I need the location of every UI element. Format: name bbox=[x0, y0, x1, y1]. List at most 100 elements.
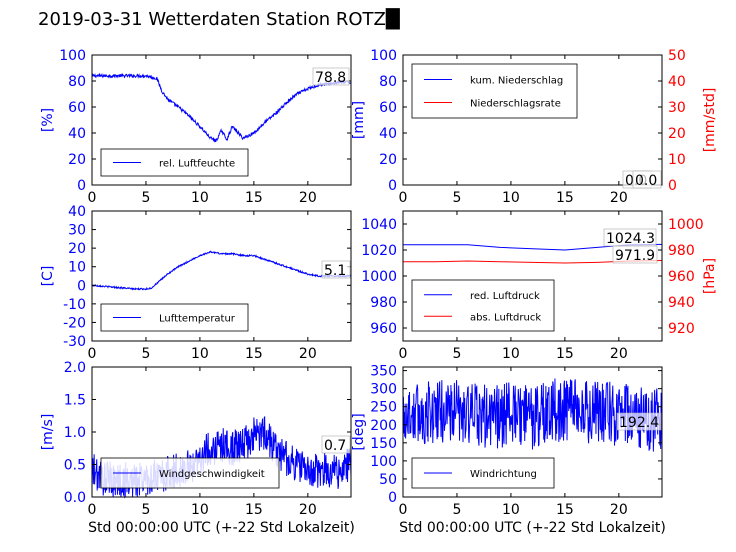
y-tick-label: 0.5 bbox=[64, 458, 86, 474]
legend-label: rel. Luftfeuchte bbox=[159, 159, 235, 170]
annotation-value-secondary: 971.9 bbox=[615, 248, 655, 264]
y-tick-label: 200 bbox=[370, 418, 397, 434]
x-tick-label: 5 bbox=[141, 502, 150, 518]
y-tick-label: 0 bbox=[388, 178, 397, 194]
y-tick-label-right: 10 bbox=[668, 152, 686, 168]
x-tick-label: 15 bbox=[245, 502, 263, 518]
y-tick-label: 0 bbox=[77, 278, 86, 294]
x-tick-label: 0 bbox=[88, 502, 97, 518]
y-tick-label-right: 30 bbox=[668, 100, 686, 116]
y-tick-label: 1000 bbox=[361, 269, 397, 285]
annotation-value: 0.7 bbox=[324, 438, 346, 454]
y-tick-label: 2.0 bbox=[64, 360, 86, 376]
figure-title: 2019-03-31 Wetterdaten Station ROTZ█ bbox=[38, 9, 400, 30]
y-tick-label: 50 bbox=[379, 472, 397, 488]
x-tick-label: 10 bbox=[502, 346, 520, 362]
x-tick-label: 5 bbox=[452, 502, 461, 518]
plot-frame bbox=[402, 366, 663, 498]
y-tick-label: 250 bbox=[370, 400, 397, 416]
legend-label: Lufttemperatur bbox=[159, 314, 236, 325]
y-axis-label: [m/s] bbox=[40, 414, 56, 451]
legend-label: Niederschlagsrate bbox=[470, 99, 561, 110]
x-tick-label: 10 bbox=[502, 502, 520, 518]
y-tick-label: 30 bbox=[68, 223, 86, 239]
y-tick-label: 150 bbox=[370, 436, 397, 452]
y-axis-label: [mm] bbox=[351, 101, 367, 139]
y-tick-label-right: 940 bbox=[668, 295, 695, 311]
x-tick-label: 20 bbox=[610, 190, 628, 206]
y-tick-label: 0.0 bbox=[64, 490, 86, 506]
legend-label: red. Luftdruck bbox=[470, 291, 540, 302]
x-tick-label: 20 bbox=[299, 346, 317, 362]
x-tick-label: 0 bbox=[88, 346, 97, 362]
y-tick-label-right: 40 bbox=[668, 74, 686, 90]
y-tick-label: 100 bbox=[59, 48, 86, 64]
annotation-value-box bbox=[321, 260, 351, 279]
precipitation-chart: 0 5 10 15 20 0 20 40 60 80 100 0 10 20 30 40 50 [mm] [mm/s… bbox=[351, 48, 718, 206]
y-tick-label: 350 bbox=[370, 364, 397, 380]
y-tick-label: 80 bbox=[379, 74, 397, 90]
annotation-value: 192.4 bbox=[619, 415, 659, 431]
y-axis-label: [%] bbox=[40, 108, 56, 132]
annotation-value-box bbox=[312, 67, 350, 86]
x-tick-label: 10 bbox=[502, 190, 520, 206]
y-tick-label: 1040 bbox=[361, 217, 397, 233]
y-tick-label: 20 bbox=[68, 241, 86, 257]
plot-frame bbox=[402, 54, 663, 186]
y-axis-label-right: [hPa] bbox=[702, 258, 718, 294]
series-line bbox=[402, 378, 663, 452]
x-tick-label: 5 bbox=[452, 190, 461, 206]
x-tick-label: 15 bbox=[245, 190, 263, 206]
y-tick-label: 300 bbox=[370, 382, 397, 398]
annotation-value-secondary-box bbox=[612, 245, 658, 264]
x-tick-label: 20 bbox=[610, 346, 628, 362]
y-tick-label: 100 bbox=[370, 48, 397, 64]
x-tick-label: 0 bbox=[399, 190, 408, 206]
x-tick-label: 10 bbox=[191, 346, 209, 362]
x-tick-label: 0 bbox=[399, 346, 408, 362]
y-tick-label: 20 bbox=[68, 152, 86, 168]
x-tick-label: 0 bbox=[399, 502, 408, 518]
y-tick-label: 60 bbox=[379, 100, 397, 116]
x-tick-label: 15 bbox=[556, 346, 574, 362]
x-tick-label: 15 bbox=[556, 190, 574, 206]
y-tick-label-right: 0 bbox=[668, 178, 677, 194]
x-tick-label: 15 bbox=[245, 346, 263, 362]
y-tick-label: 20 bbox=[379, 152, 397, 168]
x-tick-label: 20 bbox=[299, 190, 317, 206]
y-tick-label: 60 bbox=[68, 100, 86, 116]
y-tick-label: 1.0 bbox=[64, 425, 86, 441]
y-tick-label: 40 bbox=[379, 126, 397, 142]
annotation-value-box bbox=[616, 412, 662, 431]
annotation-value: 1024.3 bbox=[606, 231, 655, 247]
y-axis-label: [C] bbox=[40, 266, 56, 287]
y-tick-label: 100 bbox=[370, 454, 397, 470]
legend-box bbox=[411, 279, 555, 332]
annotation-value-secondary-box bbox=[632, 170, 662, 189]
y-tick-label-right: 960 bbox=[668, 269, 695, 285]
y-tick-label-right: 1000 bbox=[668, 217, 704, 233]
x-tick-label: 5 bbox=[141, 346, 150, 362]
x-tick-label: 15 bbox=[556, 502, 574, 518]
y-tick-label-right: 50 bbox=[668, 48, 686, 64]
temperature-chart: 0 5 10 15 20 -30 -20 -10 0 10 20 30 40 [C] Lufttempera… bbox=[40, 204, 352, 362]
y-tick-label-right: 980 bbox=[668, 243, 695, 259]
x-tick-label: 20 bbox=[610, 502, 628, 518]
pressure-chart: 0 5 10 15 20 960 980 1000 1020 1040 920 940 960 980 10… bbox=[361, 210, 718, 362]
wind-speed-chart: 0 5 10 15 20 0.0 0.5 1.0 1.5 2.0 [m/s] Std 00:00:00… bbox=[40, 360, 355, 536]
y-axis-label: [deg] bbox=[351, 413, 367, 450]
y-tick-label: 1.5 bbox=[64, 393, 86, 409]
x-tick-label: 10 bbox=[191, 502, 209, 518]
annotation-value-secondary: 0.0 bbox=[635, 173, 657, 189]
y-tick-label: 40 bbox=[68, 126, 86, 142]
legend-label: Windrichtung bbox=[470, 469, 537, 480]
x-tick-label: 5 bbox=[141, 190, 150, 206]
y-tick-label: -30 bbox=[63, 334, 86, 350]
y-tick-label: 980 bbox=[370, 295, 397, 311]
plot-frame bbox=[91, 210, 352, 342]
legend-box bbox=[411, 63, 578, 119]
x-tick-label: 5 bbox=[452, 346, 461, 362]
x-tick-label: 10 bbox=[191, 190, 209, 206]
legend-label: kum. Niederschlag bbox=[470, 76, 563, 87]
